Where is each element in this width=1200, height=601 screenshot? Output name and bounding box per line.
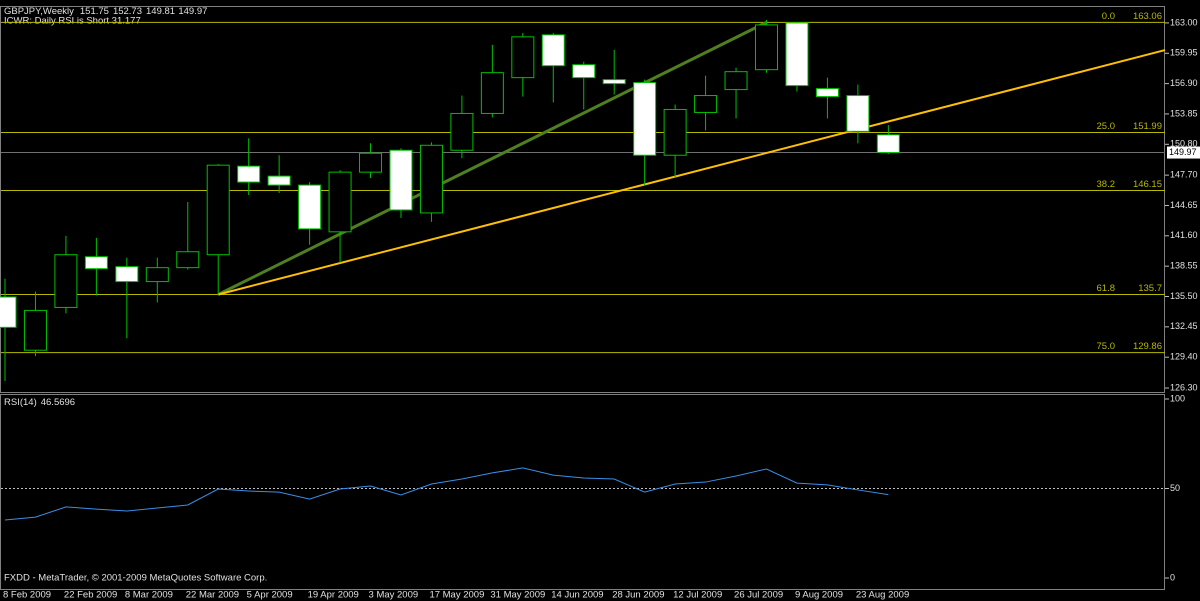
candle-body xyxy=(815,88,839,98)
candle-body xyxy=(572,64,596,79)
candle-body xyxy=(328,171,352,233)
candle-body xyxy=(84,256,108,270)
candle-body xyxy=(846,95,870,132)
x-tick-label: 5 Apr 2009 xyxy=(247,590,293,601)
fib-level: 61.8 xyxy=(1097,283,1116,294)
x-tick-label: 12 Jul 2009 xyxy=(673,590,722,601)
y-tick-label: 100 xyxy=(1170,393,1185,403)
chart-title: GBPJPY,Weekly xyxy=(4,6,74,17)
candle-body xyxy=(145,267,169,283)
ohlc-low: 149.81 xyxy=(146,6,175,17)
candle-body xyxy=(724,71,748,91)
y-tick-label: 135.50 xyxy=(1170,291,1198,301)
x-tick-label: 26 Jul 2009 xyxy=(734,590,783,601)
candle-body xyxy=(480,72,504,114)
fib-level: 75.0 xyxy=(1097,341,1116,352)
y-tick-label: 126.30 xyxy=(1170,382,1198,392)
candle-body xyxy=(298,184,322,230)
x-tick-label: 9 Aug 2009 xyxy=(795,590,843,601)
fib-price: 151.99 xyxy=(1133,121,1162,132)
main-panel-frame xyxy=(0,6,1165,393)
x-tick-label: 28 Jun 2009 xyxy=(612,590,664,601)
candle-body xyxy=(511,36,535,79)
y-tick-label: 147.70 xyxy=(1170,170,1198,180)
candle-body xyxy=(663,108,687,156)
candle-body xyxy=(785,22,809,87)
y-tick-label: 153.85 xyxy=(1170,108,1198,118)
last-price-box xyxy=(1167,146,1200,159)
y-tick-label: 129.40 xyxy=(1170,352,1198,362)
x-tick-label: 8 Feb 2009 xyxy=(3,590,51,601)
rsi-label: RSI(14) xyxy=(4,397,37,408)
y-tick-label: 132.45 xyxy=(1170,321,1198,331)
footer: FXDD - MetaTrader, © 2001-2009 MetaQuote… xyxy=(4,573,267,584)
candle-body xyxy=(359,152,383,173)
y-tick-label: 141.60 xyxy=(1170,230,1198,240)
rsi-panel-frame xyxy=(0,394,1165,590)
x-tick-label: 17 May 2009 xyxy=(429,590,484,601)
candle-body xyxy=(633,82,657,156)
x-tick-label: 3 May 2009 xyxy=(369,590,419,601)
y-tick-label: 0 xyxy=(1170,572,1175,582)
fib-level: 38.2 xyxy=(1097,179,1116,190)
candle-body xyxy=(876,134,900,154)
ohlc-high: 152.73 xyxy=(113,6,142,17)
y-tick-label: 159.95 xyxy=(1170,48,1198,58)
trendline xyxy=(217,20,768,296)
candle-body xyxy=(0,296,17,328)
candle-body xyxy=(541,34,565,67)
ohlc-close: 149.97 xyxy=(178,6,207,17)
candle-body xyxy=(694,95,718,113)
candle-body xyxy=(419,144,443,214)
trendline xyxy=(217,49,1166,296)
x-tick-label: 14 Jun 2009 xyxy=(551,590,603,601)
x-tick-label: 19 Apr 2009 xyxy=(308,590,359,601)
x-tick-label: 31 May 2009 xyxy=(490,590,545,601)
chart-subtitle: ICWR: Daily RSI is Short 31.177 xyxy=(4,16,141,27)
rsi-last: 46.5696 xyxy=(41,397,75,408)
fib-price: 163.06 xyxy=(1133,11,1162,22)
x-tick-label: 23 Aug 2009 xyxy=(856,590,909,601)
fib-price: 135.7 xyxy=(1138,283,1162,294)
rsi-line xyxy=(4,467,889,521)
candle-body xyxy=(23,309,47,351)
candle-body xyxy=(602,79,626,85)
candle-body xyxy=(237,165,261,183)
y-tick-label: 150.80 xyxy=(1170,139,1198,149)
candle-body xyxy=(267,175,291,186)
y-tick-label: 163.00 xyxy=(1170,17,1198,27)
y-tick-label: 50 xyxy=(1170,483,1180,493)
ohlc-open: 151.75 xyxy=(80,6,109,17)
rsi-header: RSI(14) 46.5696 xyxy=(4,397,75,408)
fib-price: 146.15 xyxy=(1133,179,1162,190)
y-tick-label: 138.55 xyxy=(1170,261,1198,271)
fib-level: 25.0 xyxy=(1097,121,1116,132)
candle-body xyxy=(206,164,230,256)
candle-body xyxy=(450,112,474,151)
candle-body xyxy=(115,266,139,283)
x-tick-label: 22 Feb 2009 xyxy=(64,590,117,601)
candle-body xyxy=(755,24,778,71)
candle-body xyxy=(389,149,413,211)
candle-body xyxy=(176,251,200,269)
x-tick-label: 8 Mar 2009 xyxy=(125,590,173,601)
y-tick-label: 144.65 xyxy=(1170,200,1198,210)
y-tick-label: 156.90 xyxy=(1170,78,1198,88)
fib-price: 129.86 xyxy=(1133,341,1162,352)
x-tick-label: 22 Mar 2009 xyxy=(186,590,239,601)
last-price-label: 149.97 xyxy=(1169,147,1197,157)
candle-body xyxy=(54,254,78,308)
chart-header: GBPJPY,Weekly 151.75 152.73 149.81 149.97 xyxy=(4,6,207,17)
fib-level: 0.0 xyxy=(1102,11,1115,22)
